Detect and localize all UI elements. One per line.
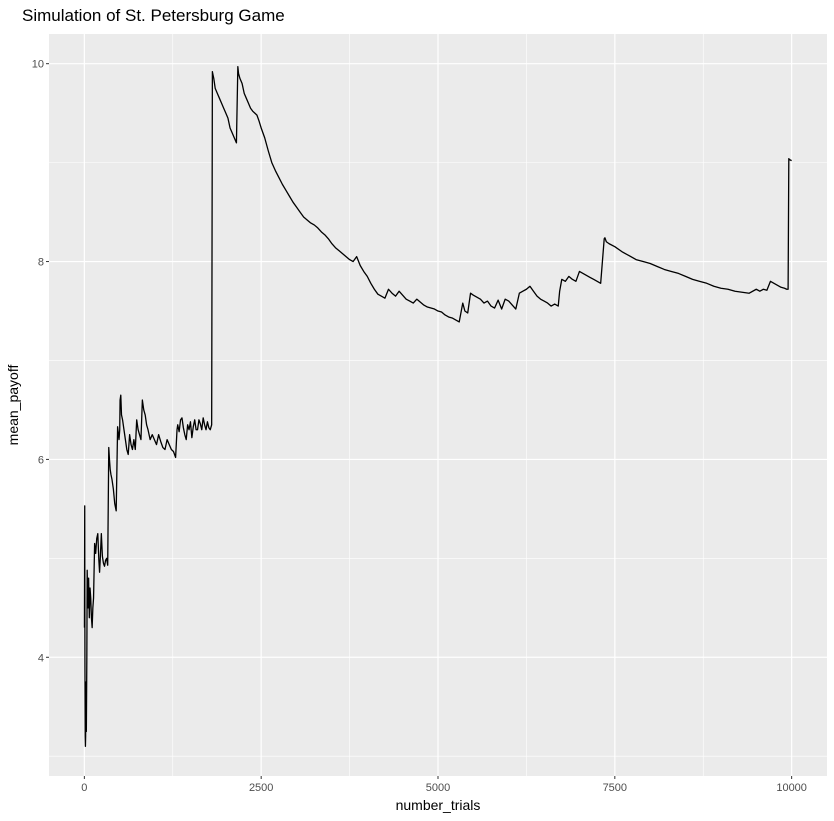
y-tick-label: 10 bbox=[32, 59, 44, 71]
x-tick-label: 10000 bbox=[776, 782, 807, 794]
x-tick-label: 5000 bbox=[426, 782, 450, 794]
y-tick-label: 8 bbox=[38, 257, 44, 269]
x-tick-label: 2500 bbox=[249, 782, 273, 794]
y-axis-title: mean_payoff bbox=[5, 365, 21, 446]
series-group bbox=[83, 66, 792, 747]
chart-title: Simulation of St. Petersburg Game bbox=[22, 6, 285, 25]
x-axis-title: number_trials bbox=[396, 797, 481, 813]
x-tick-label: 0 bbox=[81, 782, 87, 794]
major-gridlines bbox=[49, 34, 827, 776]
x-axis: 0 2500 5000 7500 10000 bbox=[81, 776, 807, 794]
series-line bbox=[83, 66, 792, 747]
y-tick-label: 4 bbox=[38, 652, 44, 664]
y-tick-label: 6 bbox=[38, 454, 44, 466]
y-axis: 4 6 8 10 bbox=[32, 59, 49, 664]
x-tick-label: 7500 bbox=[603, 782, 627, 794]
